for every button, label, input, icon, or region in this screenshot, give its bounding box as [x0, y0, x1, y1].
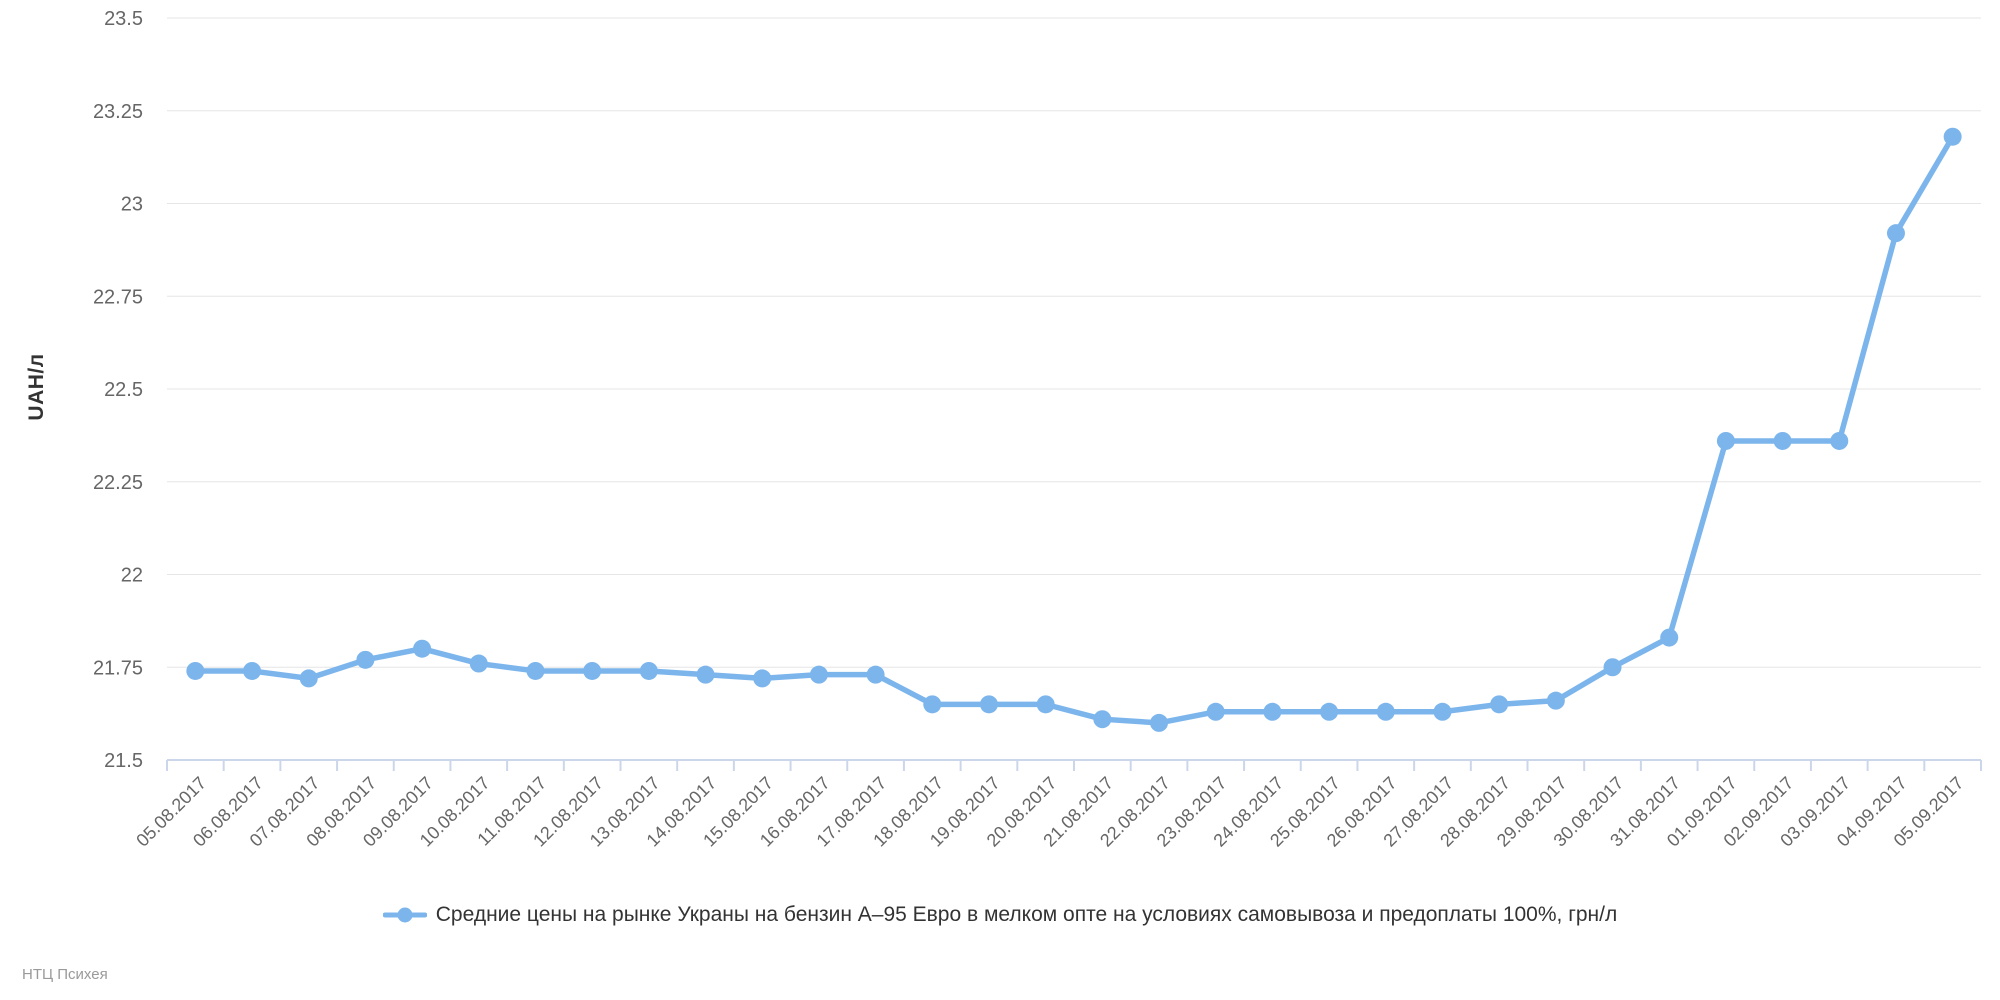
y-axis-title: UAH/л: [25, 353, 48, 421]
data-point[interactable]: [923, 695, 942, 714]
data-point[interactable]: [1660, 628, 1679, 647]
legend-series-marker-icon[interactable]: [382, 906, 427, 924]
watermark: НТЦ Психея: [22, 966, 108, 983]
data-point[interactable]: [1830, 431, 1849, 450]
data-point[interactable]: [413, 639, 432, 658]
y-axis-tick-label: 22.5: [104, 379, 143, 401]
data-point[interactable]: [753, 669, 772, 688]
data-point[interactable]: [1490, 695, 1509, 714]
y-axis-tick-label: 21.75: [93, 657, 143, 679]
data-point[interactable]: [1376, 702, 1395, 721]
data-point[interactable]: [1603, 658, 1622, 677]
data-point[interactable]: [1433, 702, 1452, 721]
y-axis-tick-label: 23.25: [93, 101, 143, 123]
data-point[interactable]: [866, 665, 885, 684]
legend: Средние цены на рынке Украны на бензин А…: [0, 903, 2000, 927]
data-point[interactable]: [1886, 224, 1905, 243]
data-point[interactable]: [1093, 710, 1112, 729]
data-point[interactable]: [243, 661, 262, 680]
y-axis-tick-label: 22.75: [93, 286, 143, 308]
data-point[interactable]: [1263, 702, 1282, 721]
data-point[interactable]: [1150, 713, 1169, 732]
data-point[interactable]: [526, 661, 545, 680]
data-point[interactable]: [809, 665, 828, 684]
y-axis-tick-label: 22: [121, 565, 143, 587]
data-point[interactable]: [583, 661, 602, 680]
y-axis-tick-label: 21.5: [104, 750, 143, 772]
y-axis-tick-label: 22.25: [93, 472, 143, 494]
data-point[interactable]: [1716, 431, 1735, 450]
y-axis-tick-label: 23.5: [104, 8, 143, 30]
price-line: [192, 133, 1956, 726]
data-point[interactable]: [639, 661, 658, 680]
data-point[interactable]: [1546, 691, 1565, 710]
legend-label[interactable]: Средние цены на рынке Украны на бензин А…: [435, 903, 1618, 926]
data-point[interactable]: [696, 665, 715, 684]
data-point[interactable]: [469, 654, 488, 673]
data-point[interactable]: [1773, 431, 1792, 450]
data-point[interactable]: [979, 695, 998, 714]
data-point[interactable]: [1320, 702, 1339, 721]
data-point[interactable]: [1943, 127, 1962, 146]
data-point[interactable]: [1206, 702, 1225, 721]
data-point[interactable]: [1036, 695, 1055, 714]
y-axis-tick-label: 23: [121, 194, 143, 216]
data-point[interactable]: [299, 669, 318, 688]
data-point[interactable]: [186, 661, 205, 680]
data-point[interactable]: [356, 650, 375, 669]
